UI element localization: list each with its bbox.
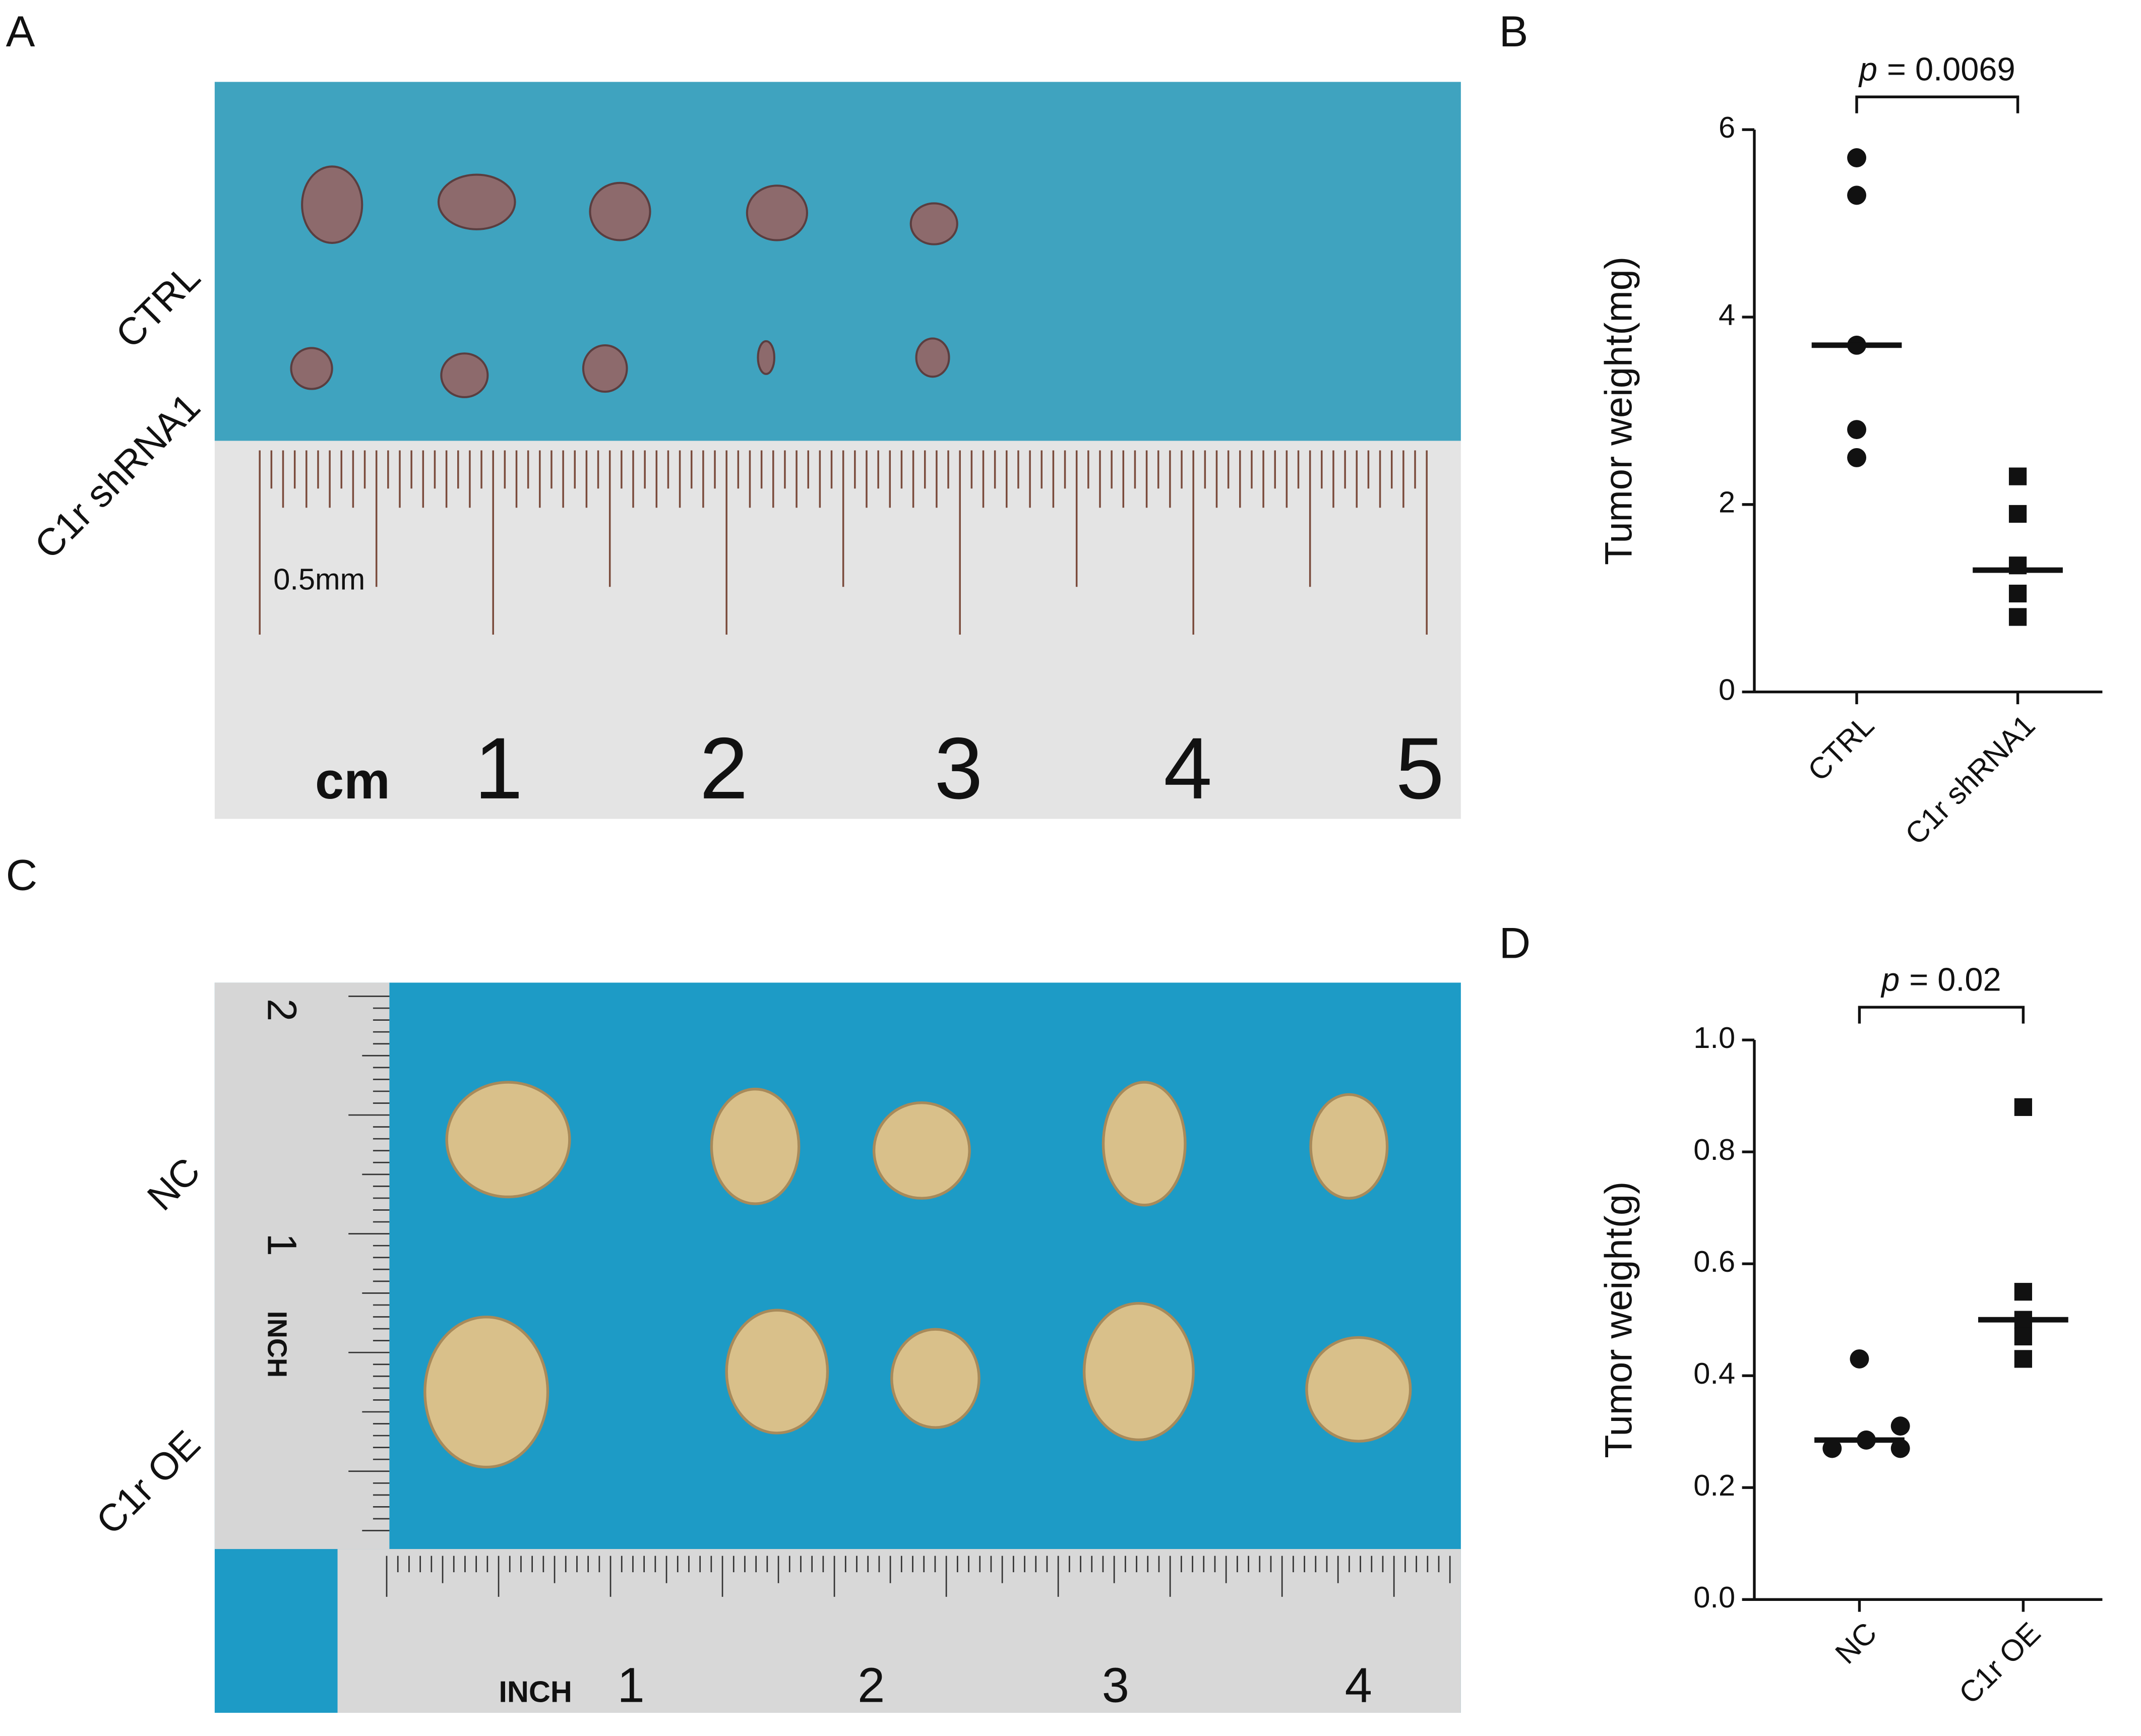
row-label: NC <box>139 1149 209 1219</box>
x-tick-label: C1r OE <box>1952 1616 2047 1710</box>
point <box>1822 1439 1842 1458</box>
y-axis-label: Tumor weight(mg) <box>1597 257 1640 565</box>
annotation: p = 0.0069 <box>1858 51 2015 88</box>
ruler-label: 5 <box>1395 719 1444 817</box>
tumor <box>1309 1093 1389 1200</box>
tumor <box>725 1309 829 1435</box>
point <box>1847 185 1866 205</box>
annotation-text: = 0.0069 <box>1887 51 2015 88</box>
row-label: C1r OE <box>88 1422 209 1543</box>
tumor <box>890 1328 981 1429</box>
ruler-label: INCH <box>499 1675 572 1708</box>
ruler-ticks <box>259 450 1428 635</box>
tumor <box>437 173 516 230</box>
point <box>1890 1439 1910 1458</box>
scale-note: 0.5mm <box>273 563 365 596</box>
tumor <box>746 184 808 241</box>
tumor <box>423 1316 549 1469</box>
y-tick-label: 0 <box>1719 672 1735 706</box>
tumor <box>710 1087 801 1205</box>
y-tick-label: 0.2 <box>1693 1468 1735 1502</box>
point <box>2014 1098 2032 1116</box>
tumors <box>423 1081 1412 1469</box>
ruler-label: 1 <box>474 719 523 817</box>
point <box>2014 1350 2032 1368</box>
y-tick-label: 0.6 <box>1693 1245 1735 1278</box>
point <box>1847 420 1866 440</box>
tumor <box>582 344 628 393</box>
ruler-label: 2 <box>858 1657 885 1712</box>
ruler-label: 2 <box>700 719 748 817</box>
tumor <box>445 1081 571 1199</box>
point <box>2014 1327 2032 1346</box>
annotation: p = 0.02 <box>1880 961 2001 998</box>
y-tick-label: 4 <box>1719 298 1735 332</box>
y-tick-label: 1.0 <box>1693 1021 1735 1055</box>
tumor <box>290 347 333 390</box>
tumor <box>757 340 775 375</box>
side-ruler-label: 2 <box>259 999 304 1021</box>
significance-bracket <box>1855 95 2020 113</box>
panel-label: B <box>1499 8 1528 56</box>
ruler-label: 4 <box>1164 719 1212 817</box>
x-tick-label: CTRL <box>1801 708 1880 787</box>
point <box>1847 148 1866 167</box>
ruler-label: 3 <box>934 719 983 817</box>
blue-cloth <box>214 82 1461 441</box>
y-tick-label: 0.4 <box>1693 1356 1735 1390</box>
y-tick-label: 0.8 <box>1693 1133 1735 1166</box>
y-tick-label: 6 <box>1719 110 1735 144</box>
tumor <box>915 337 950 378</box>
x-tick-label: NC <box>1828 1616 1883 1670</box>
tumor <box>301 165 363 244</box>
point <box>2008 584 2027 603</box>
point <box>2014 1283 2032 1301</box>
y-tick-label: 2 <box>1719 485 1735 519</box>
tumor <box>1305 1336 1412 1443</box>
tumor <box>440 352 489 398</box>
side-ruler-label: INCH <box>262 1311 292 1378</box>
tumor <box>909 202 958 245</box>
bottom-ruler <box>337 1549 1461 1713</box>
tumor <box>1082 1302 1195 1442</box>
photo-c <box>214 982 1461 1713</box>
ruler <box>214 441 1461 819</box>
significance-bracket <box>1858 1006 2025 1024</box>
side-ruler-label: 1 <box>259 1233 304 1256</box>
x-tick-label: C1r shRNA1 <box>1899 708 2042 851</box>
annotation-text: = 0.02 <box>1909 961 2001 998</box>
y-axis-label: Tumor weight(g) <box>1597 1182 1640 1458</box>
point <box>1890 1416 1910 1436</box>
point <box>2008 608 2027 626</box>
tumor <box>1102 1081 1187 1207</box>
photo-a <box>214 82 1461 819</box>
row-label: CTRL <box>107 256 208 356</box>
y-tick-label: 0.0 <box>1693 1580 1735 1614</box>
panel-label: C <box>6 851 38 899</box>
ruler-label: 4 <box>1345 1657 1372 1712</box>
point <box>1847 448 1866 467</box>
tumor <box>872 1101 971 1200</box>
annotation-symbol: p <box>1858 51 1877 88</box>
ruler-ticks <box>348 996 1451 1597</box>
ruler-label: 1 <box>618 1657 645 1712</box>
row-label: C1r shRNA1 <box>27 385 209 567</box>
point <box>1850 1349 1869 1369</box>
ruler-label: 3 <box>1102 1657 1129 1712</box>
ruler-label: cm <box>315 752 390 810</box>
panel-label: D <box>1499 919 1531 968</box>
point <box>2008 467 2027 485</box>
point <box>2008 505 2027 523</box>
side-ruler <box>214 982 390 1549</box>
annotation-symbol: p <box>1880 961 1900 998</box>
panel-label: A <box>6 8 35 56</box>
tumors <box>290 165 958 398</box>
tumor <box>589 181 651 241</box>
